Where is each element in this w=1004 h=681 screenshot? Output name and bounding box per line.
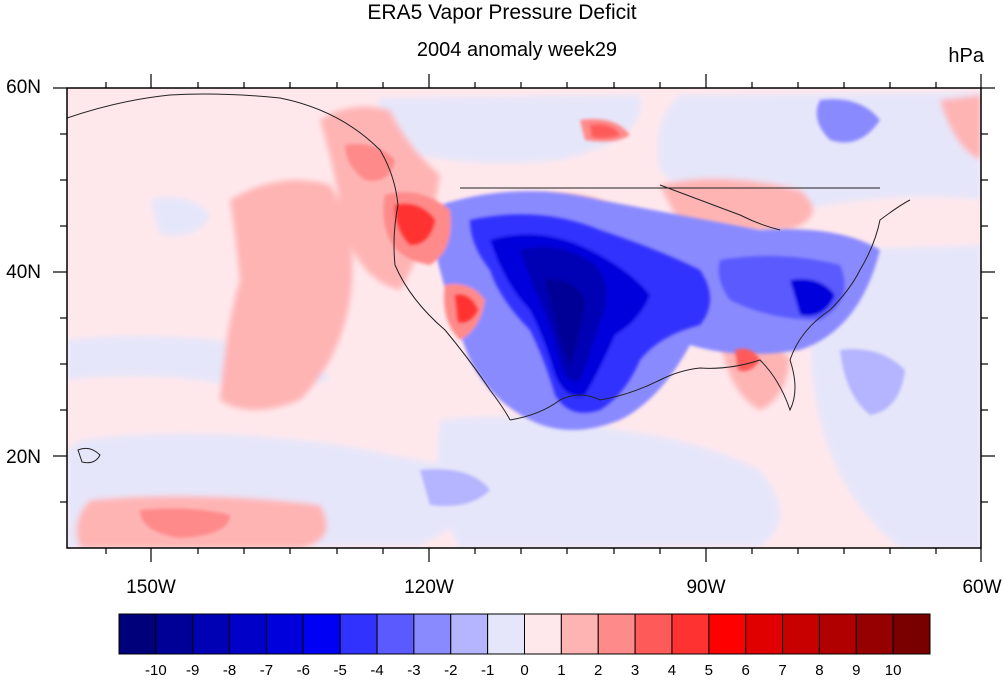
units-label: hPa xyxy=(948,45,984,67)
colorbar-box xyxy=(302,613,341,655)
colorbar-box xyxy=(892,613,931,655)
lat-ticks xyxy=(53,87,995,503)
lon-label-120w: 120W xyxy=(404,577,454,598)
colorbar-tick-label: 8 xyxy=(815,662,824,679)
colorbar xyxy=(118,613,931,655)
colorbar-tick-label: 9 xyxy=(852,662,861,679)
colorbar-tick-label: 1 xyxy=(557,662,566,679)
colorbar-box xyxy=(450,613,489,655)
colorbar-box xyxy=(560,613,599,655)
lon-label-150w: 150W xyxy=(126,577,176,598)
colorbar-tick-label: -3 xyxy=(407,662,421,679)
colorbar-box xyxy=(339,613,378,655)
colorbar-tick-label: -8 xyxy=(222,662,237,679)
colorbar-box xyxy=(229,613,267,655)
colorbar-tick-label: -1 xyxy=(480,662,495,679)
anomaly-field xyxy=(67,88,981,548)
colorbar-tick-label: -6 xyxy=(296,662,310,679)
lat-label-20n: 20N xyxy=(6,447,41,468)
colorbar-box xyxy=(413,613,452,655)
colorbar-tick-label: -2 xyxy=(444,662,458,679)
colorbar-box xyxy=(487,613,526,655)
lat-label-40n: 40N xyxy=(6,262,41,283)
colorbar-box xyxy=(155,613,194,655)
colorbar-tick-label: 7 xyxy=(778,662,787,679)
colorbar-box xyxy=(376,613,415,655)
colorbar-box xyxy=(782,613,820,655)
colorbar-box xyxy=(265,613,304,655)
colorbar-tick-label: 4 xyxy=(667,662,677,679)
colorbar-box xyxy=(818,613,857,655)
colorbar-box xyxy=(708,613,747,655)
coastlines xyxy=(67,93,911,464)
lon-label-90w: 90W xyxy=(686,577,726,598)
colorbar-box xyxy=(671,613,710,655)
colorbar-tick-label: 0 xyxy=(520,662,529,679)
figure-subtitle: 2004 anomaly week29 xyxy=(416,39,618,61)
colorbar-tick-label: -9 xyxy=(186,662,200,679)
colorbar-tick-label: 5 xyxy=(704,662,713,679)
figure-title: ERA5 Vapor Pressure Deficit xyxy=(367,1,637,24)
colorbar-tick-label: -4 xyxy=(370,662,384,679)
colorbar-tick-label: -10 xyxy=(145,662,167,679)
colorbar-box xyxy=(745,613,784,655)
colorbar-tick-label: 10 xyxy=(884,662,902,679)
lat-label-60n: 60N xyxy=(6,77,41,98)
colorbar-box xyxy=(524,613,562,655)
colorbar-tick-label: 6 xyxy=(741,662,750,679)
colorbar-tick-label: -5 xyxy=(333,662,347,679)
colorbar-tick-label: 2 xyxy=(594,662,603,679)
colorbar-box xyxy=(192,613,231,655)
colorbar-tick-label: -7 xyxy=(259,662,274,679)
colorbar-box xyxy=(634,613,673,655)
colorbar-box xyxy=(855,613,894,655)
colorbar-box xyxy=(118,613,157,655)
colorbar-tick-label: 3 xyxy=(630,662,640,679)
lon-ticks xyxy=(105,74,982,562)
colorbar-box xyxy=(597,613,636,655)
lon-label-60w: 60W xyxy=(962,577,1002,598)
